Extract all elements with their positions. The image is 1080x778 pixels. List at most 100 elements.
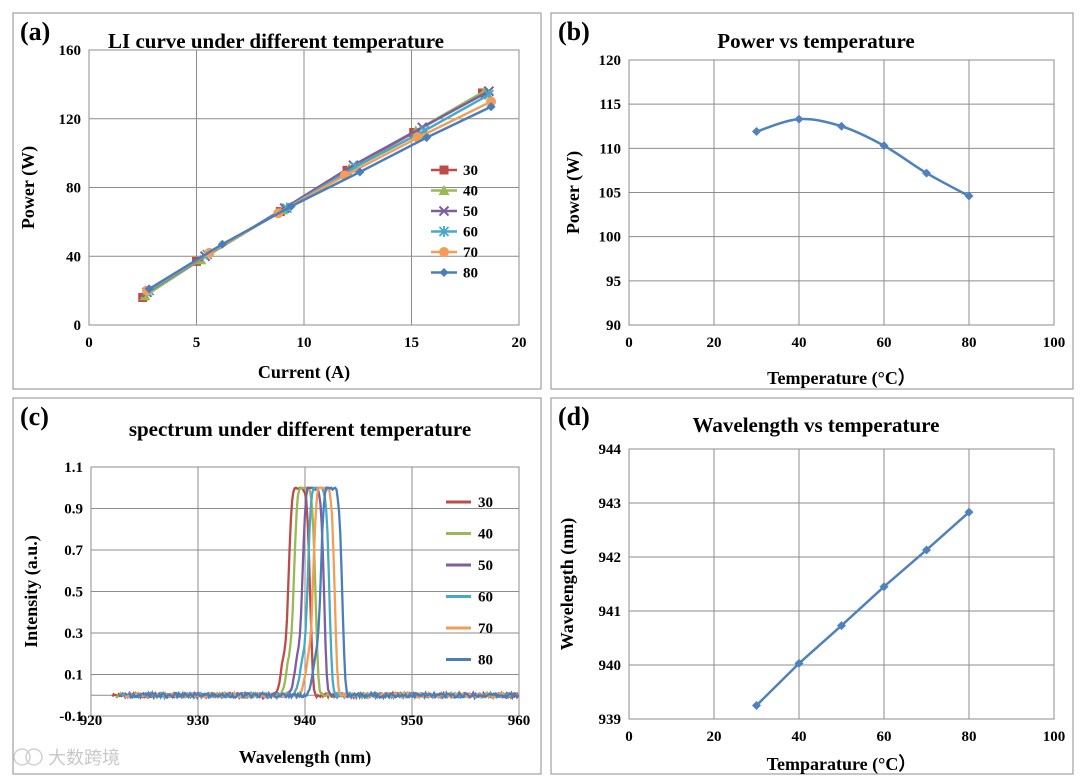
- x-tick-label: 80: [962, 335, 977, 351]
- x-tick-label: 930: [187, 713, 210, 729]
- data-point: [922, 545, 931, 555]
- data-point: [837, 121, 846, 131]
- watermark-logo: [13, 748, 31, 766]
- series-line-80: [148, 105, 492, 290]
- y-tick-label: 940: [599, 658, 622, 674]
- legend-marker: [439, 268, 449, 277]
- y-tick-label: 115: [599, 97, 621, 113]
- data-point: [879, 582, 889, 592]
- data-point: [355, 167, 365, 177]
- y-tick-label: 105: [599, 186, 622, 202]
- data-point: [422, 133, 432, 143]
- series-line-80: [127, 486, 520, 701]
- y-tick-label: 110: [599, 141, 621, 157]
- y-tick-label: 90: [606, 318, 621, 334]
- data-point: [217, 239, 227, 249]
- x-tick-label: 100: [1043, 335, 1066, 351]
- panel-border-c: [12, 397, 542, 775]
- chart-title: Wavelength vs temperature: [693, 413, 940, 437]
- x-axis-label: Temperature (°C）: [767, 368, 916, 389]
- legend-label: 40: [478, 527, 493, 543]
- x-tick-label: 0: [625, 729, 633, 745]
- watermark-text: 大数跨境: [48, 748, 120, 769]
- chart-title: LI curve under different temperature: [108, 29, 444, 53]
- x-tick-label: 80: [962, 729, 977, 745]
- data-point: [922, 168, 931, 178]
- legend-marker: [438, 205, 450, 217]
- legend-label: 80: [478, 653, 493, 669]
- x-tick-label: 5: [193, 335, 201, 351]
- x-tick-label: 0: [85, 335, 93, 351]
- y-tick-label: 942: [599, 550, 622, 566]
- legend-marker: [439, 165, 449, 175]
- data-point: [286, 201, 296, 211]
- data-point: [486, 96, 497, 107]
- legend-label: 60: [478, 590, 493, 606]
- y-tick-label: 0.9: [64, 502, 83, 518]
- legend-label: 70: [463, 245, 478, 261]
- chart-title: spectrum under different temperature: [129, 417, 471, 441]
- chart-c: 920 930 940 950 960 -0.1 0.1 0.3 0.5 0.7 0.9 1.1 (c)…: [12, 397, 542, 775]
- x-tick-label: 100: [1043, 729, 1066, 745]
- y-tick-label: -0.1: [59, 709, 83, 725]
- legend-label: 30: [478, 495, 493, 511]
- y-axis-label: Power (W): [18, 146, 39, 229]
- y-tick-label: 939: [599, 712, 622, 728]
- x-tick-label: 20: [512, 335, 527, 351]
- chart-a: 0 5 10 15 20 0 40 80 120 160 (a) LI curve under dif…: [12, 12, 542, 390]
- y-tick-label: 0.5: [64, 585, 83, 601]
- y-tick-label: 0.3: [64, 626, 83, 642]
- panel-label: (a): [20, 17, 50, 46]
- data-point: [486, 102, 496, 112]
- chart-d: 0 20 40 60 80 100 939 940 941 942 943 944 (d) Wavelen…: [550, 397, 1074, 775]
- legend-label: 50: [478, 558, 493, 574]
- x-tick-label: 15: [404, 335, 419, 351]
- y-tick-label: 1.1: [64, 460, 83, 476]
- panel-label: (d): [558, 402, 590, 431]
- data-point: [794, 658, 804, 668]
- x-tick-label: 920: [80, 713, 103, 729]
- y-tick-label: 160: [59, 43, 82, 59]
- legend-marker: [439, 247, 449, 257]
- chart-title: Power vs temperature: [717, 29, 915, 53]
- y-tick-label: 120: [599, 53, 622, 69]
- y-tick-label: 0.1: [64, 668, 83, 684]
- y-axis-label: Intensity (a.u.): [21, 535, 42, 648]
- legend-marker: [438, 226, 450, 237]
- data-point: [837, 621, 846, 631]
- y-axis-label: Wavelength (nm): [557, 518, 578, 651]
- y-tick-label: 120: [59, 112, 82, 128]
- data-point: [879, 141, 889, 151]
- panel-border-a: [12, 12, 542, 390]
- data-point: [964, 191, 974, 201]
- panel-label: (b): [558, 17, 590, 46]
- panel-label: (c): [20, 402, 49, 431]
- chart-b: 0 20 40 60 80 100 90 95 100 105 110 115 120 (b) Power …: [550, 12, 1074, 390]
- legend-label: 50: [463, 204, 478, 220]
- x-tick-label: 20: [707, 729, 722, 745]
- watermark: 大数跨境: [13, 748, 120, 769]
- legend-label: 80: [463, 266, 478, 282]
- x-axis-label: Wavelength (nm): [239, 747, 372, 768]
- data-point: [752, 127, 761, 137]
- panel-border-d: [550, 397, 1074, 775]
- y-tick-label: 40: [66, 249, 81, 265]
- x-tick-label: 960: [508, 713, 531, 729]
- x-tick-label: 10: [297, 335, 312, 351]
- y-tick-label: 0.7: [64, 543, 83, 559]
- y-tick-label: 943: [599, 496, 622, 512]
- legend-label: 40: [463, 184, 478, 200]
- y-tick-label: 0: [74, 318, 82, 334]
- x-tick-label: 40: [792, 335, 807, 351]
- watermark-logo: [25, 748, 43, 766]
- y-tick-label: 100: [599, 230, 622, 246]
- x-tick-label: 0: [625, 335, 633, 351]
- plot-area: [628, 448, 1055, 720]
- y-tick-label: 944: [599, 442, 622, 458]
- data-point: [144, 284, 154, 294]
- x-axis-label: Current (A): [258, 362, 350, 383]
- legend-label: 70: [478, 621, 493, 637]
- panel-border-b: [550, 12, 1074, 390]
- plot-area: [90, 466, 520, 717]
